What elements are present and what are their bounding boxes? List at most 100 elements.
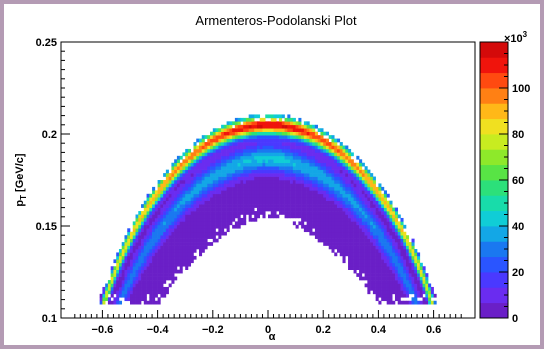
heatmap-cell [199,245,203,250]
heatmap-cell [165,173,169,177]
heatmap-cell [339,214,343,219]
heatmap-cell [132,262,136,267]
heatmap-cell [243,148,247,153]
heatmap-cell [243,193,247,198]
heatmap-cell [361,235,365,239]
heatmap-cell [273,183,277,188]
heatmap-cell [226,221,230,226]
heatmap-cell [221,128,225,132]
heatmap-cell [237,180,241,184]
heatmap-cell [378,193,382,198]
heatmap-cell [212,228,216,233]
heatmap-cell [301,131,305,136]
heatmap-cell [116,266,120,270]
heatmap-cell [163,238,167,243]
heatmap-cell [403,262,407,267]
heatmap-cell [204,235,208,239]
heatmap-cell [154,252,158,257]
heatmap-cell [207,190,211,195]
heatmap-cell [375,249,379,253]
heatmap-cell [163,252,167,257]
heatmap-cell [243,204,247,208]
colorbar-tick-label: 60 [512,175,524,187]
heatmap-cell [303,207,307,212]
heatmap-cell [160,283,164,288]
heatmap-cell [339,145,343,150]
heatmap-cell [248,138,252,143]
heatmap-cell [381,283,385,288]
heatmap-cell [361,176,365,181]
heatmap-cell [243,135,247,139]
heatmap-cell [232,138,236,143]
heatmap-cell [132,283,136,288]
heatmap-cell [375,297,379,302]
heatmap-cell [334,180,338,184]
heatmap-cell [301,193,305,198]
heatmap-cell [199,228,203,233]
heatmap-cell [157,207,161,212]
heatmap-cell [314,224,318,229]
heatmap-cell [303,169,307,174]
heatmap-cell [375,235,379,239]
heatmap-cell [381,224,385,229]
heatmap-cell [171,231,175,236]
heatmap-cell [256,166,261,170]
heatmap-cell [309,217,313,222]
x-tick-label: 0.6 [426,324,441,336]
heatmap-cell [400,280,404,284]
heatmap-cell [226,148,230,153]
heatmap-cell [359,255,363,260]
heatmap-cell [218,186,222,191]
heatmap-cell [185,193,189,198]
heatmap-cell [334,193,338,198]
heatmap-cell [124,273,128,277]
heatmap-cell [320,176,324,181]
heatmap-cell [254,145,258,150]
heatmap-cell [185,183,189,188]
heatmap-cell [157,255,161,260]
heatmap-cell [245,180,249,184]
heatmap-cell [110,300,114,305]
heatmap-cell [276,152,280,157]
heatmap-cell [411,273,415,277]
heatmap-cell [381,238,385,243]
heatmap-cell [157,245,161,250]
heatmap-cell [306,183,310,188]
heatmap-cell [325,145,330,150]
heatmap-cell [301,128,305,132]
heatmap-cell [372,238,376,243]
heatmap-cell [221,155,225,160]
heatmap-cell [303,152,307,157]
heatmap-cell [320,138,324,143]
heatmap-cell [149,238,153,243]
heatmap-cell [325,207,330,212]
colorbar-tick-label: 100 [512,83,530,95]
heatmap-cell [212,200,216,205]
heatmap-cell [389,207,393,212]
heatmap-cell [317,162,321,167]
heatmap-cell [348,252,352,257]
heatmap-cell [234,197,238,201]
heatmap-cell [152,283,156,288]
heatmap-cell [245,173,249,177]
colorbar-segment [480,241,508,258]
heatmap-cell [383,217,387,222]
heatmap-cell [386,280,390,284]
heatmap-cell [422,283,426,288]
heatmap-cell [160,252,164,257]
heatmap-cell [348,231,352,236]
heatmap-cell [174,231,178,236]
heatmap-cell [306,228,310,233]
heatmap-cell [204,169,208,174]
heatmap-cell [168,249,172,253]
heatmap-cell [361,162,365,167]
heatmap-cell [201,207,205,212]
heatmap-cell [411,255,415,260]
heatmap-cell [397,290,401,295]
heatmap-cell [372,197,376,201]
heatmap-cell [146,228,150,233]
heatmap-cell [348,228,352,233]
heatmap-cell [386,242,390,246]
heatmap-cell [337,235,341,239]
heatmap-cell [152,297,156,302]
